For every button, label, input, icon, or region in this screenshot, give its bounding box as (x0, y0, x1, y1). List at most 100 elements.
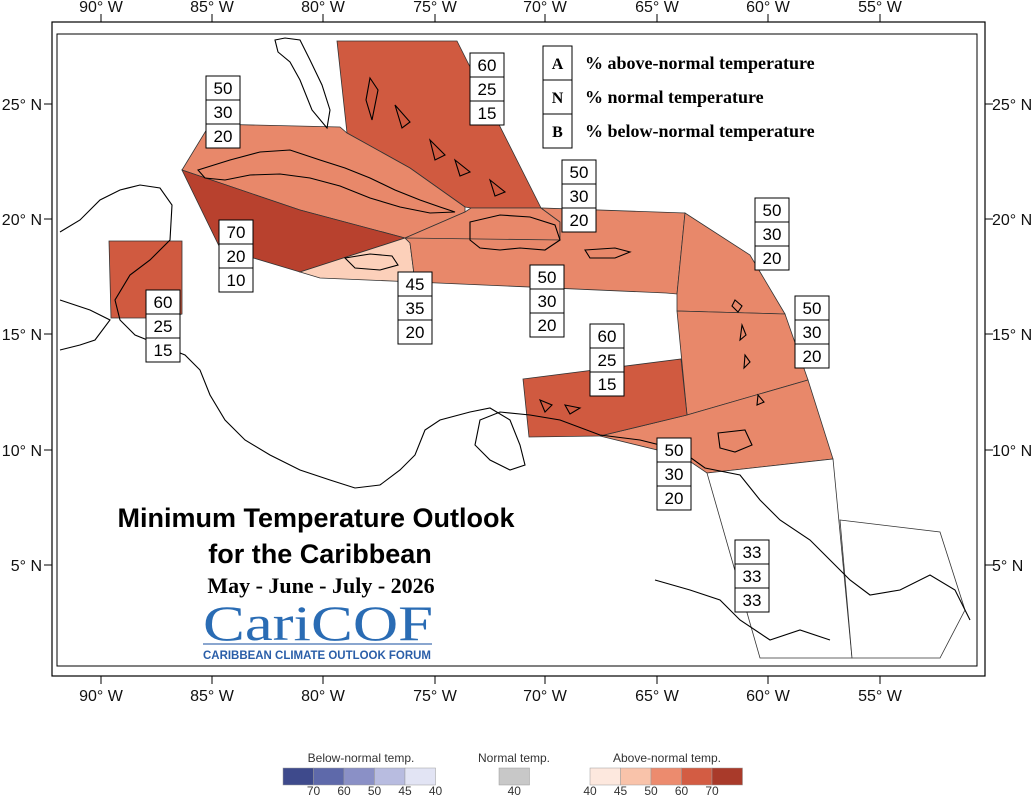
prob-box-cell (469, 100, 505, 126)
logo-wordmark: CariCOF (203, 595, 433, 651)
legend-label: % normal temperature (585, 87, 764, 107)
prob-box-cell (218, 219, 254, 245)
prob-box-cell (794, 295, 830, 321)
scale-below-value: 70 (307, 784, 321, 796)
legend-label: % below-normal temperature (585, 121, 815, 141)
prob-below-value: 15 (478, 104, 497, 123)
prob-box-cell (561, 183, 597, 209)
prob-box-cell (205, 99, 241, 125)
prob-below-value: 20 (665, 489, 684, 508)
lon-tick-top: 60° W (746, 0, 791, 16)
prob-below-value: 20 (538, 316, 557, 335)
prob-box-cell (205, 75, 241, 101)
map-inner-frame (56, 33, 978, 667)
scale-above-swatch (620, 767, 652, 786)
legend-key-box (542, 113, 573, 149)
scale-normal-swatch (498, 767, 530, 786)
lat-tick-right: 5° N (992, 558, 1023, 575)
prob-above-value: 50 (665, 441, 684, 460)
forecast-period: May - June - July - 2026 (207, 573, 434, 598)
prob-normal-value: 25 (154, 317, 173, 336)
prob-normal-value: 35 (406, 299, 425, 318)
lon-tick-bottom: 80° W (301, 688, 346, 705)
scale-above-swatch (681, 767, 713, 786)
prob-above-value: 60 (478, 56, 497, 75)
map-title-line2: for the Caribbean (208, 539, 432, 569)
caricof-logo: CariCOF CARIBBEAN CLIMATE OUTLOOK FORUM (203, 595, 433, 662)
scale-above-swatch (589, 767, 621, 786)
prob-above-value: 50 (214, 79, 233, 98)
prob-box-cell (561, 207, 597, 233)
lon-tick-top: 90° W (79, 0, 124, 16)
scale-below-swatch (343, 767, 375, 786)
lon-tick-bottom: 85° W (190, 688, 235, 705)
prob-below-value: 20 (763, 249, 782, 268)
scale-below-label: Below-normal temp. (308, 751, 415, 765)
lon-tick-top: 80° W (301, 0, 346, 16)
prob-box-cell (754, 245, 790, 271)
lat-tick-left: 10° N (2, 443, 42, 460)
scale-above-swatch (711, 767, 743, 786)
prob-above-value: 50 (763, 201, 782, 220)
colour-scale: Below-normal temp. Normal temp. Above-no… (282, 751, 743, 796)
prob-normal-value: 30 (214, 103, 233, 122)
lon-tick-bottom: 90° W (79, 688, 124, 705)
prob-normal-value: 30 (570, 187, 589, 206)
scale-above-value: 70 (705, 784, 719, 796)
scale-above-swatch (650, 767, 682, 786)
prob-above-value: 33 (743, 543, 762, 562)
legend-key: N (552, 90, 564, 107)
scale-above-value: 45 (614, 784, 628, 796)
prob-above-value: 70 (227, 223, 246, 242)
prob-below-value: 20 (214, 127, 233, 146)
lat-tick-right: 15° N (992, 327, 1032, 344)
prob-below-value: 20 (570, 211, 589, 230)
prob-box-cell (397, 271, 433, 297)
prob-box-cell (469, 76, 505, 102)
prob-below-value: 15 (154, 341, 173, 360)
prob-box-cell (734, 563, 770, 589)
prob-below-value: 20 (803, 347, 822, 366)
scale-below-value: 45 (398, 784, 412, 796)
legend: A N B % above-normal temperature % norma… (542, 45, 815, 149)
lat-tick-right: 10° N (992, 443, 1032, 460)
prob-box-cell (145, 289, 181, 315)
prob-box-cell (218, 267, 254, 293)
prob-box-cell (529, 312, 565, 338)
prob-box-cell (656, 485, 692, 511)
lon-tick-top: 75° W (413, 0, 458, 16)
scale-below-swatch (374, 767, 406, 786)
lon-tick-bottom: 75° W (413, 688, 458, 705)
prob-normal-value: 30 (665, 465, 684, 484)
prob-normal-value: 25 (478, 80, 497, 99)
prob-box-cell (589, 323, 625, 349)
prob-above-value: 60 (598, 327, 617, 346)
lon-tick-top: 55° W (858, 0, 903, 16)
legend-key-box (542, 45, 573, 81)
lon-tick-bottom: 55° W (858, 688, 903, 705)
prob-normal-value: 33 (743, 567, 762, 586)
lon-tick-bottom: 65° W (635, 688, 680, 705)
prob-below-value: 20 (406, 323, 425, 342)
prob-box-cell (754, 221, 790, 247)
lat-tick-left: 5° N (11, 558, 42, 575)
scale-normal-label: Normal temp. (478, 751, 550, 765)
lat-tick-left: 15° N (2, 327, 42, 344)
scale-above-label: Above-normal temp. (613, 751, 721, 765)
map-title: Minimum Temperature Outlook (117, 503, 515, 533)
scale-above-value: 50 (644, 784, 658, 796)
scale-normal-value: 40 (508, 784, 522, 796)
prob-box-cell (656, 437, 692, 463)
lon-tick-top: 85° W (190, 0, 235, 16)
scale-below-value: 50 (368, 784, 382, 796)
prob-box-cell (205, 123, 241, 149)
legend-label: % above-normal temperature (585, 53, 815, 73)
logo-subtitle: CARIBBEAN CLIMATE OUTLOOK FORUM (203, 650, 431, 662)
lon-tick-top: 65° W (635, 0, 680, 16)
prob-above-value: 60 (154, 293, 173, 312)
lon-tick-bottom: 70° W (523, 688, 568, 705)
prob-normal-value: 30 (803, 323, 822, 342)
lat-tick-right: 20° N (992, 212, 1032, 229)
prob-above-value: 50 (803, 299, 822, 318)
region-abc-islands (522, 358, 688, 438)
